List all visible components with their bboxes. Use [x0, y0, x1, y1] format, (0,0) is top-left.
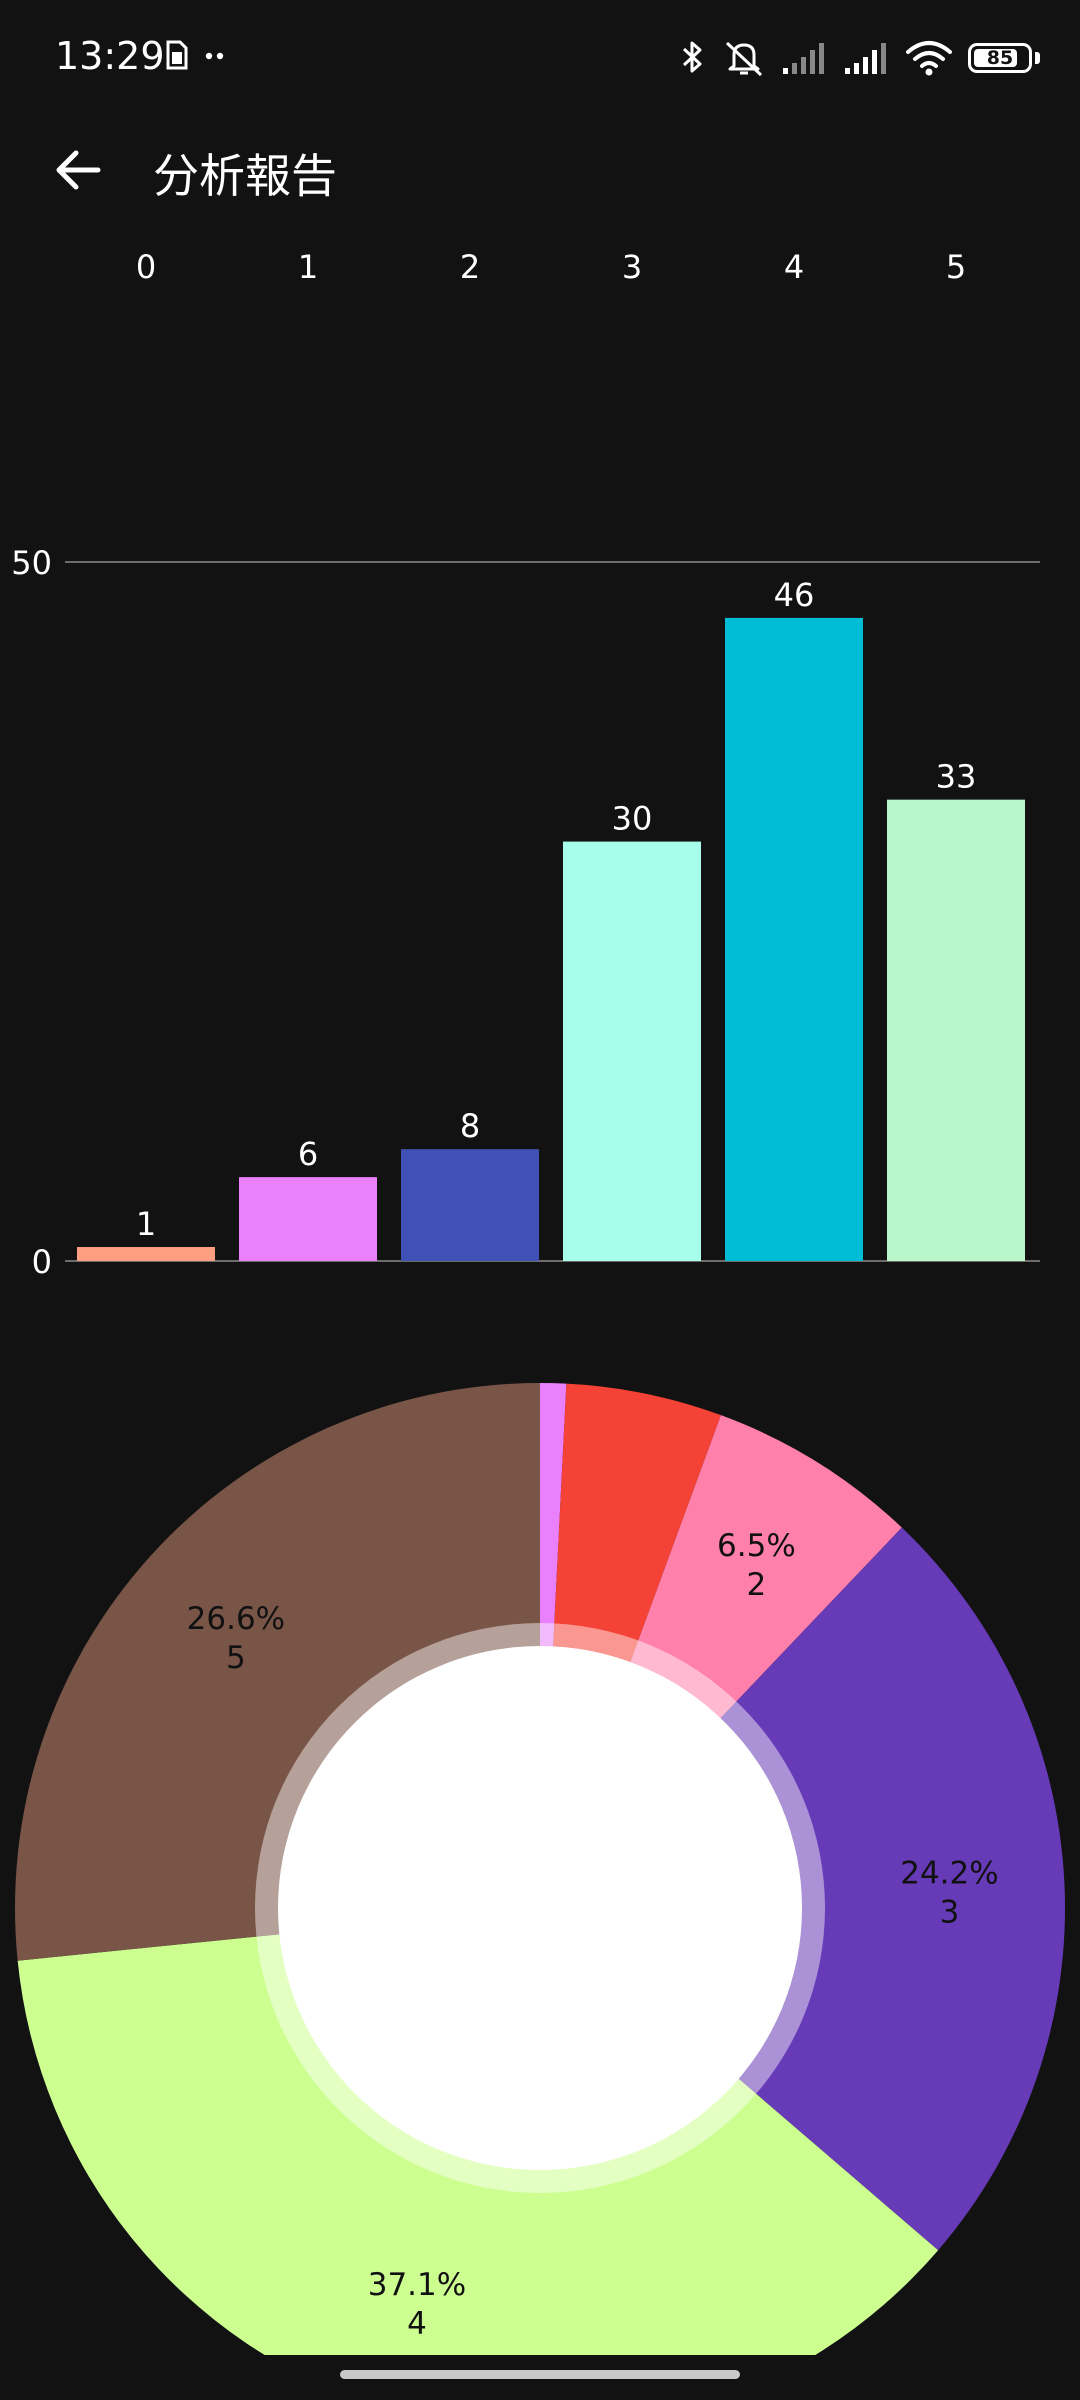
sim-card-icon — [166, 40, 224, 70]
bar-chart: 0 50 0 1 1 6 2 8 3 30 4 46 5 33 — [11, 248, 1040, 1281]
pie-percent-label: 26.6% — [187, 1601, 285, 1637]
app-bar: 分析報告 — [0, 120, 1080, 210]
pie-count-label: 2 — [747, 1567, 767, 1603]
pie-percent-label: 24.2% — [900, 1855, 998, 1891]
bar-value-label: 6 — [298, 1135, 318, 1173]
bar-value-label: 30 — [612, 800, 653, 838]
bar-value-label: 46 — [774, 576, 815, 614]
donut-chart: 6.5%2 24.2%3 37.1%4 26.6%5 — [14, 1383, 1065, 2355]
bar[interactable] — [77, 1247, 215, 1261]
bar[interactable] — [725, 617, 863, 1261]
signal-icon — [783, 43, 824, 74]
x-tick-label: 2 — [460, 248, 480, 286]
x-tick-label: 0 — [136, 248, 156, 286]
signal-icon — [845, 43, 886, 74]
x-tick-label: 4 — [784, 248, 804, 286]
page-title: 分析報告 — [153, 149, 337, 203]
pie-percent-label: 6.5% — [717, 1528, 796, 1564]
bar[interactable] — [239, 1177, 377, 1261]
battery-fill — [974, 49, 1018, 67]
status-time: 13:29 — [55, 34, 165, 78]
mute-icon — [725, 41, 763, 77]
donut-hole — [278, 1646, 802, 2170]
wifi-icon — [906, 41, 952, 76]
bar[interactable] — [563, 841, 701, 1261]
y-tick-label: 50 — [11, 544, 52, 582]
y-tick-label: 0 — [32, 1243, 52, 1281]
status-right-icons: 85 — [678, 30, 1040, 86]
pie-slice[interactable] — [540, 1527, 1065, 2251]
pie-percent-label: 37.1% — [368, 2267, 466, 2303]
bluetooth-icon — [682, 41, 702, 73]
bar-value-label: 8 — [460, 1107, 480, 1145]
pie-count-label: 4 — [407, 2306, 427, 2342]
arrow-left-icon — [56, 150, 101, 190]
back-button[interactable] — [40, 132, 116, 208]
bar[interactable] — [401, 1149, 539, 1261]
x-tick-label: 5 — [946, 248, 966, 286]
home-indicator[interactable] — [340, 2370, 740, 2379]
bar[interactable] — [887, 799, 1025, 1261]
pie-count-label: 5 — [226, 1640, 246, 1676]
battery-indicator: 85 — [968, 43, 1032, 73]
bar-value-label: 33 — [936, 758, 977, 796]
status-bar: 13:29 — [0, 0, 1080, 120]
battery-tip — [1035, 52, 1040, 64]
pie-count-label: 3 — [940, 1894, 960, 1930]
battery-level: 85 — [986, 47, 1014, 69]
x-tick-label: 1 — [298, 248, 318, 286]
x-tick-label: 3 — [622, 248, 642, 286]
status-left-icons — [162, 38, 232, 82]
bar-value-label: 1 — [136, 1205, 156, 1243]
